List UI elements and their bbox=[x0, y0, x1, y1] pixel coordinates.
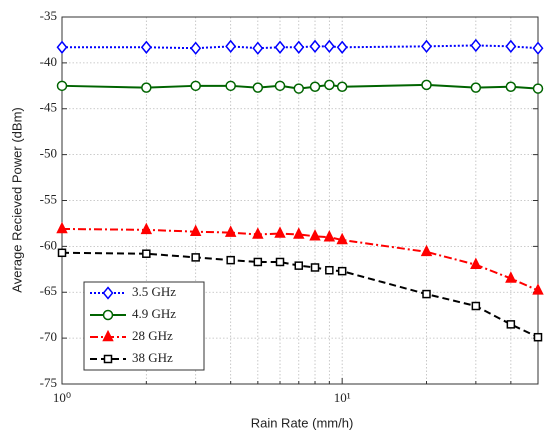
marker bbox=[252, 227, 264, 239]
legend-label: 28 GHz bbox=[132, 328, 173, 343]
marker bbox=[532, 41, 544, 55]
marker bbox=[336, 40, 348, 54]
series-line bbox=[61, 251, 539, 339]
marker bbox=[309, 39, 321, 54]
marker bbox=[189, 224, 202, 236]
y-axis-label: Average Recieved Power (dBm) bbox=[9, 107, 24, 292]
marker bbox=[293, 83, 305, 94]
series-line bbox=[61, 227, 539, 292]
y-tick-label: -50 bbox=[40, 146, 57, 161]
marker bbox=[336, 81, 348, 92]
marker bbox=[421, 39, 432, 54]
marker bbox=[505, 81, 517, 92]
marker bbox=[140, 222, 153, 235]
y-tick-label: -60 bbox=[40, 237, 57, 252]
legend-marker bbox=[102, 309, 114, 321]
marker bbox=[141, 82, 152, 93]
marker bbox=[325, 265, 334, 275]
marker bbox=[274, 40, 286, 54]
marker bbox=[275, 257, 285, 267]
marker bbox=[532, 83, 544, 94]
marker bbox=[225, 39, 237, 54]
marker bbox=[190, 80, 201, 92]
marker bbox=[142, 249, 151, 258]
marker bbox=[56, 221, 68, 234]
legend-label: 3.5 GHz bbox=[132, 284, 176, 299]
marker bbox=[309, 229, 321, 241]
marker bbox=[252, 82, 264, 93]
marker bbox=[505, 271, 517, 283]
marker bbox=[506, 320, 516, 329]
marker bbox=[294, 261, 304, 270]
marker bbox=[336, 232, 348, 245]
marker bbox=[422, 289, 431, 299]
y-tick-label: -65 bbox=[40, 283, 57, 298]
marker bbox=[274, 80, 286, 92]
marker bbox=[471, 301, 481, 311]
marker bbox=[533, 332, 543, 342]
marker bbox=[191, 253, 200, 262]
marker bbox=[226, 255, 235, 265]
marker bbox=[532, 283, 544, 295]
marker bbox=[252, 41, 264, 55]
plot-frame bbox=[61, 16, 539, 385]
x-tick-label: 10¹ bbox=[334, 390, 351, 405]
y-tick-label: -35 bbox=[40, 8, 57, 23]
marker bbox=[190, 41, 202, 55]
marker bbox=[253, 257, 263, 267]
y-tick-label: -45 bbox=[40, 100, 57, 115]
marker bbox=[309, 81, 321, 92]
y-tick-label: -40 bbox=[40, 54, 57, 69]
marker bbox=[421, 79, 432, 91]
legend-marker bbox=[102, 329, 114, 342]
x-axis-label: Rain Rate (mm/h) bbox=[251, 415, 354, 430]
series-line bbox=[61, 83, 539, 90]
marker bbox=[140, 40, 152, 54]
marker bbox=[310, 263, 320, 272]
x-tick-label: 10⁰ bbox=[53, 390, 71, 405]
y-tick-label: -55 bbox=[40, 191, 57, 206]
marker bbox=[470, 38, 482, 53]
marker bbox=[323, 39, 335, 54]
series-line bbox=[62, 44, 539, 50]
marker bbox=[337, 266, 347, 276]
y-tick-label: -70 bbox=[40, 329, 57, 344]
marker bbox=[505, 39, 517, 54]
y-tick-label: -75 bbox=[40, 375, 57, 390]
marker bbox=[225, 80, 236, 92]
marker bbox=[274, 226, 286, 238]
marker bbox=[57, 248, 67, 258]
marker bbox=[324, 79, 335, 91]
marker bbox=[56, 80, 68, 92]
legend-label: 4.9 GHz bbox=[132, 306, 176, 321]
marker bbox=[420, 244, 433, 257]
marker bbox=[470, 257, 482, 269]
legend-marker bbox=[102, 286, 114, 300]
marker bbox=[293, 40, 305, 54]
marker bbox=[323, 230, 336, 242]
marker bbox=[224, 225, 237, 237]
marker bbox=[470, 82, 482, 93]
legend-label: 38 GHz bbox=[132, 350, 173, 365]
marker bbox=[293, 227, 305, 239]
marker bbox=[56, 40, 68, 54]
legend-marker bbox=[103, 354, 113, 364]
